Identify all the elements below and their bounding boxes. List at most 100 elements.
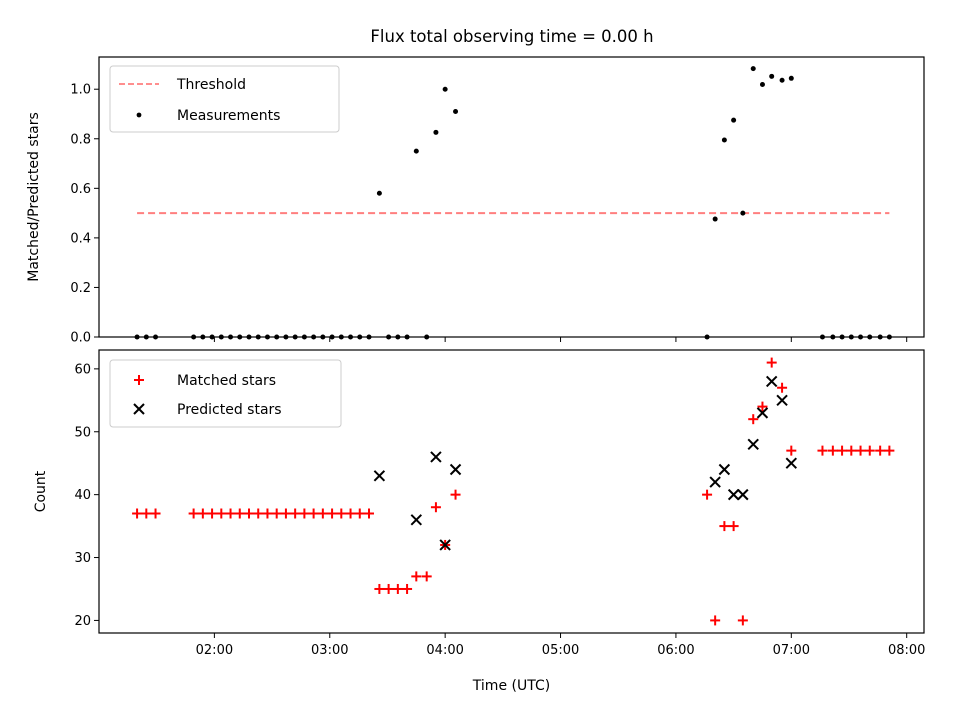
y-tick-label: 0.0 — [70, 331, 91, 346]
matched-stars-point — [786, 445, 797, 456]
matched-stars-point — [216, 508, 227, 519]
matched-stars-point — [728, 521, 739, 532]
matched-stars-point — [197, 508, 208, 519]
matched-stars-point — [846, 445, 857, 456]
matched-stars-point — [702, 489, 713, 500]
matched-stars-point — [450, 489, 461, 500]
measurement-point — [453, 109, 459, 115]
counts-legend: Matched stars Predicted stars — [109, 359, 342, 428]
matched-stars-point — [837, 445, 848, 456]
measurement-point — [731, 117, 737, 123]
legend-threshold-label: Threshold — [176, 77, 246, 93]
matched-stars-point — [766, 357, 777, 368]
ratio-legend-box — [109, 65, 340, 133]
y-tick-label: 40 — [74, 488, 91, 503]
measurement-point — [712, 216, 718, 222]
legend-measurements-symbol — [136, 112, 142, 118]
measurement-point — [413, 148, 419, 154]
predicted-stars-point — [756, 407, 769, 419]
matched-stars-point — [336, 508, 347, 519]
matched-stars-point — [207, 508, 218, 519]
measurement-point — [769, 73, 775, 79]
measurement-point — [759, 82, 765, 88]
chart-title: Flux total observing time = 0.00 h — [370, 27, 653, 46]
counts-plot-frame — [98, 349, 925, 634]
x-tick-label: 03:00 — [311, 643, 348, 658]
ratio-y-axis-label: Matched/Predicted stars — [26, 112, 42, 282]
matched-stars-point — [864, 445, 875, 456]
predicted-stars-point — [765, 375, 778, 388]
matched-stars-point — [402, 583, 413, 594]
predicted-stars-point — [776, 394, 788, 407]
matched-stars-point — [290, 508, 301, 519]
matched-stars-point — [327, 508, 338, 519]
y-tick-label: 0.8 — [70, 132, 91, 147]
x-tick-label: 08:00 — [888, 643, 925, 658]
matched-stars-point — [308, 508, 319, 519]
matched-stars-point — [710, 615, 721, 626]
matched-stars-point — [345, 508, 356, 519]
matched-stars-point — [855, 445, 866, 456]
measurement-point — [788, 75, 794, 81]
legend-matched-stars-label: Matched stars — [177, 373, 276, 389]
predicted-stars-point — [430, 451, 442, 463]
y-tick-label: 20 — [74, 614, 91, 629]
measurement-point — [376, 190, 382, 196]
matched-stars-point — [884, 445, 895, 456]
matched-stars-point — [817, 445, 828, 456]
matched-stars-point — [132, 508, 143, 519]
matched-stars-point — [421, 571, 432, 582]
y-tick-label: 1.0 — [70, 83, 91, 98]
matched-stars-point — [719, 521, 730, 532]
x-tick-label: 05:00 — [542, 643, 579, 658]
matched-stars-point — [354, 508, 365, 519]
predicted-stars-point — [718, 463, 731, 476]
y-tick-label: 0.4 — [70, 231, 91, 246]
matched-stars-point — [392, 583, 403, 594]
y-tick-label: 50 — [74, 425, 91, 440]
ratio-plot-frame — [98, 56, 925, 338]
legend-predicted-stars-symbol — [133, 403, 145, 415]
predicted-stars-point — [439, 539, 451, 551]
predicted-stars-point — [747, 438, 759, 451]
matched-stars-point — [188, 508, 199, 519]
matched-stars-point — [244, 508, 254, 519]
counts-axes: 20 30 40 50 60 02:00 03:00 04:00 05:00 06:00 07:00… — [74, 362, 925, 658]
matched-stars-point — [777, 382, 788, 393]
matched-stars-point — [411, 571, 422, 582]
matched-stars-point — [430, 502, 441, 513]
matched-stars-point — [757, 401, 768, 412]
x-tick-label: 06:00 — [657, 643, 694, 658]
predicted-stars-point — [373, 470, 386, 482]
legend-matched-stars-symbol — [134, 375, 144, 385]
matched-stars-point — [748, 414, 759, 425]
matched-stars-point — [150, 508, 161, 519]
measurement-point — [433, 129, 439, 135]
matched-stars-point — [364, 508, 374, 519]
matched-stars-point — [737, 615, 748, 626]
x-tick-label: 04:00 — [426, 643, 463, 658]
measurement-point — [442, 86, 448, 92]
ratio-axes: 0.0 0.2 0.4 0.6 0.8 1.0 — [70, 83, 908, 346]
predicted-stars-point — [785, 457, 798, 469]
x-tick-label: 02:00 — [196, 643, 233, 658]
predicted-stars-point — [449, 463, 462, 476]
counts-marks — [132, 357, 895, 626]
measurement-point — [779, 77, 785, 83]
y-tick-label: 30 — [74, 551, 91, 566]
x-axis-label: Time (UTC) — [472, 678, 550, 694]
matched-stars-point — [827, 445, 838, 456]
y-tick-label: 60 — [74, 362, 91, 377]
legend-measurements-label: Measurements — [177, 108, 280, 124]
matched-stars-point — [383, 583, 394, 594]
matched-stars-point — [280, 508, 291, 519]
matched-stars-point — [262, 508, 273, 519]
y-tick-label: 0.2 — [70, 281, 91, 296]
counts-y-axis-label: Count — [33, 470, 49, 512]
counts-panel: 20 30 40 50 60 02:00 03:00 04:00 05:00 06:00 07:00… — [33, 349, 925, 694]
predicted-stars-point — [727, 488, 740, 501]
matched-stars-point — [225, 508, 236, 519]
measurement-point — [721, 137, 727, 143]
ratio-legend: Threshold Measurements — [109, 65, 340, 133]
